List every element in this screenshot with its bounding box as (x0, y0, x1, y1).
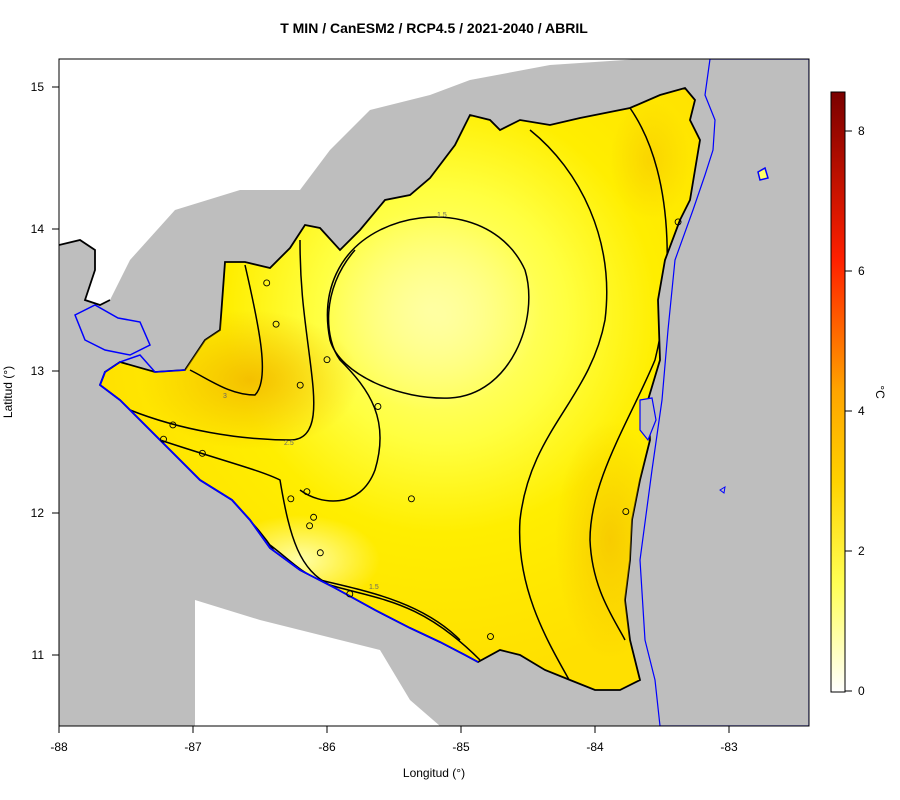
station-markers (160, 218, 682, 640)
y-axis: 11 12 13 14 15 (31, 80, 60, 662)
contour-label: 3 (223, 393, 227, 400)
contour-3 (189, 264, 264, 396)
y-tick-label: 11 (32, 648, 45, 662)
y-tick-label: 15 (31, 80, 45, 94)
y-tick-label: 14 (31, 222, 45, 236)
corn-islands (719, 486, 726, 494)
x-tick-label: -86 (318, 740, 336, 754)
colorbar: 0 2 4 6 8 (830, 91, 865, 698)
station-marker (374, 403, 382, 410)
contour-label: 1.5 (369, 584, 379, 591)
station-marker (310, 513, 318, 521)
colorbar-tick-label: 0 (858, 684, 865, 698)
station-marker (287, 495, 295, 503)
x-tick-label: -84 (586, 740, 604, 754)
contour-1-5 (326, 216, 530, 399)
station-marker (296, 381, 304, 389)
colorbar-tick-label: 4 (858, 404, 865, 418)
colorbar-unit-label: °C (873, 385, 887, 399)
honduras-border (59, 239, 111, 306)
pacific-area (59, 330, 478, 726)
contour-1-5-south (269, 544, 461, 641)
pearl-lagoon (639, 397, 657, 442)
contour-label: 1.5 (437, 212, 447, 219)
contour-labels: 1.5 3 2.5 1.5 (223, 212, 447, 591)
station-marker (160, 435, 167, 443)
chart-title: T MIN / CanESM2 / RCP4.5 / 2021-2040 / A… (280, 20, 588, 36)
station-marker (263, 279, 271, 287)
offshore-island (757, 166, 769, 181)
station-marker (198, 449, 206, 457)
x-tick-label: -83 (720, 740, 738, 754)
station-marker (316, 549, 324, 557)
y-tick-label: 13 (31, 364, 45, 378)
contour-label: 2.5 (284, 440, 294, 447)
ocean-south (195, 600, 440, 726)
contour-2-west (159, 439, 481, 661)
y-axis-label: Latitud (°) (1, 365, 15, 419)
x-tick-label: -88 (50, 740, 68, 754)
y-tick-label: 12 (31, 506, 45, 520)
fonseca-coastline (104, 354, 186, 373)
colorbar-tick-label: 8 (858, 124, 865, 138)
station-marker (272, 320, 280, 328)
station-marker (407, 495, 415, 503)
x-tick-label: -85 (452, 740, 470, 754)
station-marker (346, 590, 354, 598)
contour-2-5-west (129, 239, 315, 441)
station-marker (306, 522, 314, 530)
colorbar-scale (830, 91, 846, 693)
north-region (59, 59, 640, 305)
colorbar-tick-label: 2 (858, 544, 865, 558)
x-axis: -88 -87 -86 -85 -84 -83 (50, 725, 738, 754)
contour-2-5-east (589, 107, 668, 641)
x-tick-label: -87 (184, 740, 202, 754)
station-marker (622, 508, 630, 516)
x-axis-label: Longitud (°) (402, 766, 466, 780)
contour-2-center (299, 249, 381, 502)
contour-2-east (518, 129, 608, 690)
station-marker (674, 218, 682, 226)
colorbar-tick-label: 6 (858, 264, 865, 278)
station-marker (169, 421, 177, 429)
gulf-of-fonseca (74, 304, 151, 356)
station-marker (303, 488, 311, 496)
map-area (59, 59, 809, 726)
caribbean-area (635, 59, 809, 726)
pacific-coastline (98, 371, 479, 663)
station-marker (323, 356, 331, 364)
caribbean-coastline (639, 59, 809, 726)
station-marker (487, 633, 494, 640)
